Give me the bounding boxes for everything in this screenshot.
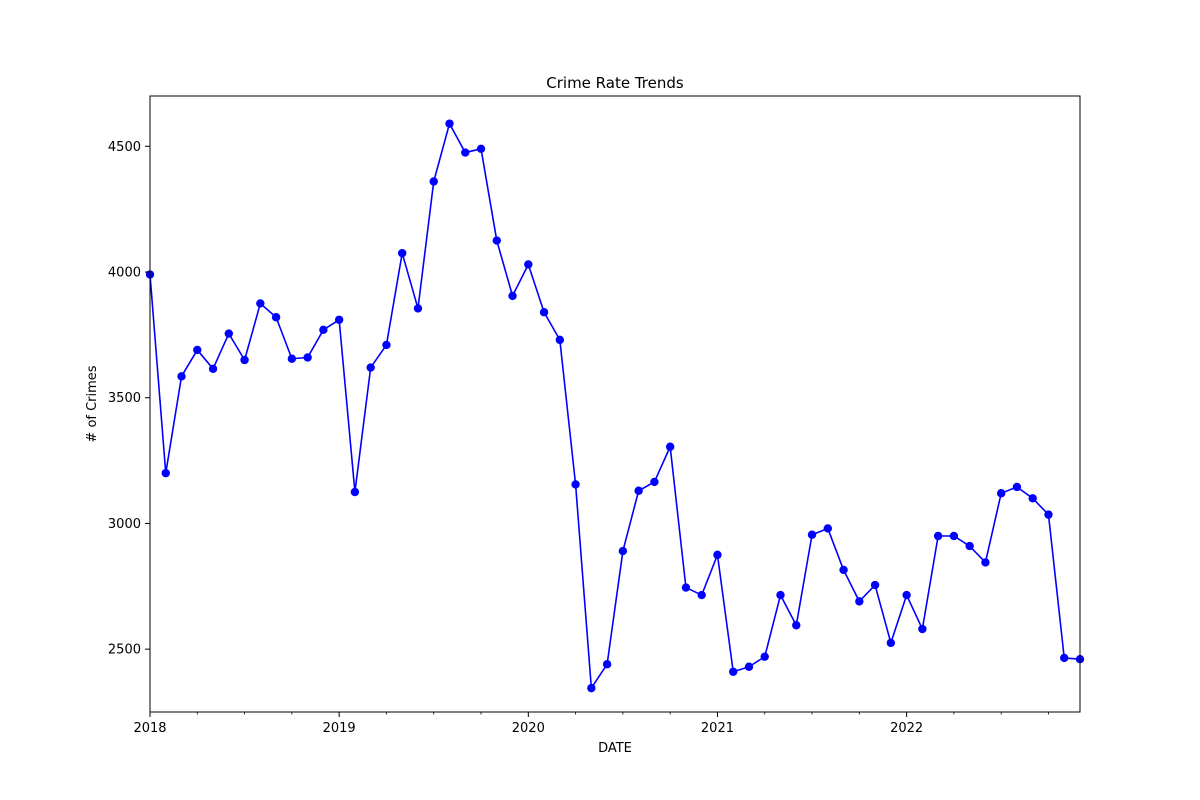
data-point — [508, 291, 517, 301]
data-point — [996, 489, 1006, 498]
data-point — [240, 355, 249, 365]
x-tick-label: 2020 — [512, 721, 545, 736]
data-point — [855, 597, 864, 606]
data-point — [445, 119, 454, 128]
data-point — [398, 248, 407, 258]
data-point — [555, 335, 565, 345]
data-point — [807, 530, 817, 539]
data-point — [271, 313, 281, 322]
y-axis-label: # of Crimes — [85, 365, 100, 442]
x-tick-label: 2018 — [133, 721, 166, 736]
data-point — [571, 480, 580, 489]
series-line — [149, 122, 1081, 689]
data-point — [350, 487, 360, 497]
y-tick-label: 3000 — [108, 517, 141, 532]
data-point — [539, 308, 549, 317]
data-point — [256, 299, 265, 308]
data-point — [1028, 494, 1037, 503]
data-point — [839, 565, 848, 575]
data-point — [366, 363, 375, 372]
data-point — [1012, 482, 1022, 492]
y-axis: 2500 3000 3500 4000 4500 — [108, 140, 150, 658]
data-point — [870, 580, 880, 590]
chart-title: Crime Rate Trends — [546, 74, 684, 92]
x-axis: 2018 2019 2020 2021 2022 — [133, 712, 1049, 736]
data-point — [823, 524, 832, 533]
data-point — [476, 144, 486, 153]
data-point — [634, 486, 643, 495]
data-point — [965, 541, 974, 551]
data-point — [303, 353, 312, 362]
data-point — [161, 468, 170, 478]
data-point — [650, 477, 659, 487]
data-point — [744, 662, 754, 671]
x-tick-label: 2022 — [890, 721, 923, 736]
data-point — [461, 148, 470, 157]
y-tick-label: 2500 — [108, 643, 141, 658]
data-point — [382, 340, 391, 350]
data-point — [334, 315, 344, 324]
data-point — [224, 329, 234, 338]
data-point — [933, 531, 943, 541]
data-point — [1060, 653, 1069, 663]
plot-area — [145, 119, 1085, 693]
data-point — [193, 345, 202, 355]
data-point — [413, 304, 423, 313]
data-point — [713, 550, 722, 560]
data-point — [776, 590, 785, 600]
data-point — [886, 638, 896, 648]
plot-frame — [149, 95, 1081, 713]
data-point — [618, 546, 628, 556]
data-point — [319, 325, 328, 335]
data-point — [1044, 510, 1053, 519]
data-point — [492, 236, 501, 245]
data-point — [287, 354, 297, 363]
x-tick-label: 2019 — [323, 721, 356, 736]
data-point — [949, 531, 959, 541]
data-point — [524, 260, 533, 269]
data-point — [902, 590, 911, 600]
data-point — [429, 177, 438, 186]
x-tick-label: 2021 — [701, 721, 734, 736]
data-point — [760, 652, 769, 661]
data-point — [177, 372, 186, 381]
data-point — [918, 624, 927, 634]
data-point — [729, 667, 738, 676]
data-point — [981, 558, 990, 567]
data-point — [792, 621, 801, 630]
data-point — [208, 364, 218, 373]
y-tick-label: 3500 — [108, 391, 141, 406]
data-point — [587, 683, 596, 693]
data-point — [697, 590, 706, 600]
x-axis-label: DATE — [598, 741, 632, 756]
y-tick-label: 4000 — [108, 266, 141, 281]
data-point — [665, 442, 675, 451]
data-point — [681, 583, 691, 592]
y-tick-label: 4500 — [108, 140, 141, 155]
data-point — [602, 660, 612, 669]
